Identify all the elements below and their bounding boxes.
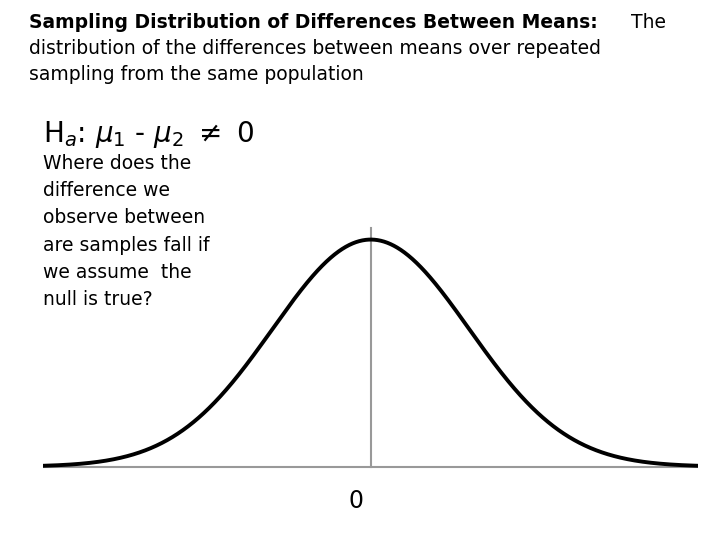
Text: sampling from the same population: sampling from the same population [29,65,364,84]
Text: The: The [625,14,666,32]
Text: Where does the
difference we
observe between
are samples fall if
we assume  the
: Where does the difference we observe bet… [43,154,210,309]
Text: Sampling Distribution of Differences Between Means:: Sampling Distribution of Differences Bet… [29,14,598,32]
Text: 0: 0 [349,489,364,512]
Text: distribution of the differences between means over repeated: distribution of the differences between … [29,39,600,58]
Text: H$_a$: $\mu_1$ - $\mu_2$ $\neq$ 0: H$_a$: $\mu_1$ - $\mu_2$ $\neq$ 0 [43,119,254,150]
